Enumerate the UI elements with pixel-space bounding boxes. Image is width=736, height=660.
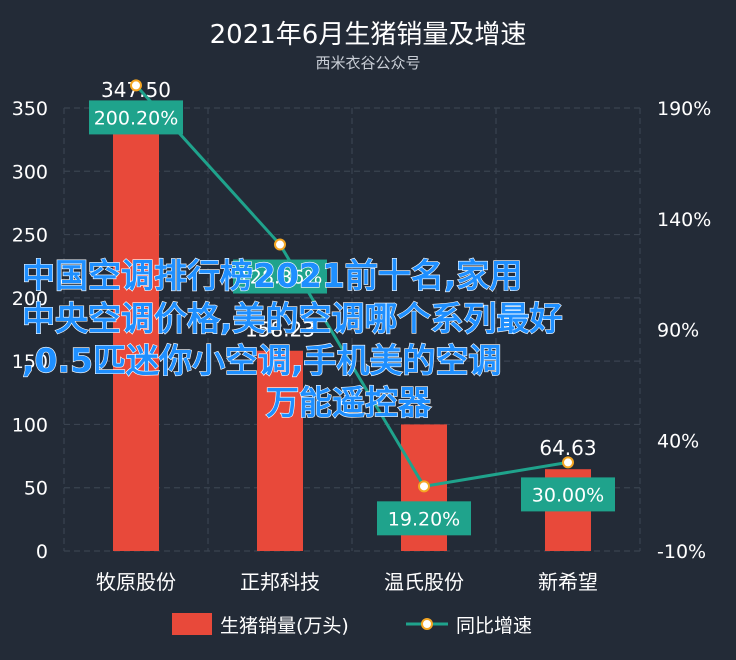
y-left-tick-label: 50 bbox=[24, 478, 48, 500]
line-value-label: 128.36% bbox=[238, 267, 323, 289]
chart-title: 2021年6月生猪销量及增速 bbox=[210, 20, 527, 50]
y-left-tick-label: 300 bbox=[12, 161, 48, 183]
line-value-label-box bbox=[521, 477, 615, 512]
bar bbox=[113, 111, 159, 552]
line-series: 200.20% 128.36% 19.20% 30.00% bbox=[89, 79, 615, 536]
y-right-tick-label: 190% bbox=[657, 98, 711, 120]
bar bbox=[257, 350, 303, 551]
line-value-label: 200.20% bbox=[94, 107, 179, 129]
series-line bbox=[134, 84, 569, 488]
legend-line-label: 同比增速 bbox=[456, 615, 532, 637]
line-value-label: 19.20% bbox=[388, 508, 460, 530]
line-point bbox=[562, 456, 574, 469]
x-tick-label: 温氏股份 bbox=[384, 570, 464, 594]
y-right-tick-label: 90% bbox=[657, 320, 699, 342]
y-left-tick-label: 250 bbox=[12, 225, 48, 247]
chart-subtitle: 西米衣谷公众号 bbox=[315, 54, 420, 72]
y-right-tick-label: 140% bbox=[657, 209, 711, 231]
x-tick-label: 新希望 bbox=[538, 570, 598, 594]
y-left-tick-label: 150 bbox=[12, 351, 48, 373]
overlay-line-3: ,0.5匹迷你小空调,手机美的空调 bbox=[22, 341, 502, 380]
bar-value-label: 64.63 bbox=[539, 436, 596, 460]
y-left-tick-label: 0 bbox=[36, 541, 48, 563]
x-tick-label: 正邦科技 bbox=[240, 570, 320, 594]
line-value-label-box bbox=[233, 259, 327, 294]
line-point bbox=[274, 238, 286, 251]
line-point bbox=[418, 480, 430, 493]
overlay-text-block: 中国空调排行榜2021前十名,家用 中央空调价格,美的空调哪个系列最好 ,0.5… bbox=[21, 255, 563, 422]
overlay-line-4: 万能遥控器 bbox=[266, 383, 432, 422]
x-tick-label: 牧原股份 bbox=[96, 570, 176, 594]
right-axis: -10% 40% 90% 140% 190% bbox=[657, 98, 711, 563]
line-value-label-box bbox=[377, 501, 471, 536]
overlay-line-1: 中国空调排行榜2021前十名,家用 bbox=[22, 256, 522, 295]
line-value-label-box bbox=[89, 100, 183, 135]
legend: 生猪销量(万头) 同比增速 bbox=[172, 613, 532, 637]
legend-bar-swatch bbox=[172, 613, 212, 635]
line-point bbox=[130, 79, 142, 92]
x-axis: 牧原股份 正邦科技 温氏股份 新希望 bbox=[96, 570, 598, 594]
left-axis: 0 50 100 150 200 250 300 350 bbox=[12, 98, 48, 563]
legend-line-marker bbox=[421, 618, 433, 630]
bar-value-label: 158.23 bbox=[245, 318, 315, 342]
line-value-label: 30.00% bbox=[532, 484, 604, 506]
y-right-tick-label: -10% bbox=[657, 541, 706, 563]
y-left-tick-label: 200 bbox=[12, 288, 48, 310]
y-left-tick-label: 350 bbox=[12, 98, 48, 120]
legend-bar-label: 生猪销量(万头) bbox=[220, 615, 349, 637]
y-right-tick-label: 40% bbox=[657, 430, 699, 452]
overlay-line-2: 中央空调价格,美的空调哪个系列最好 bbox=[22, 299, 563, 338]
y-left-tick-label: 100 bbox=[12, 414, 48, 436]
